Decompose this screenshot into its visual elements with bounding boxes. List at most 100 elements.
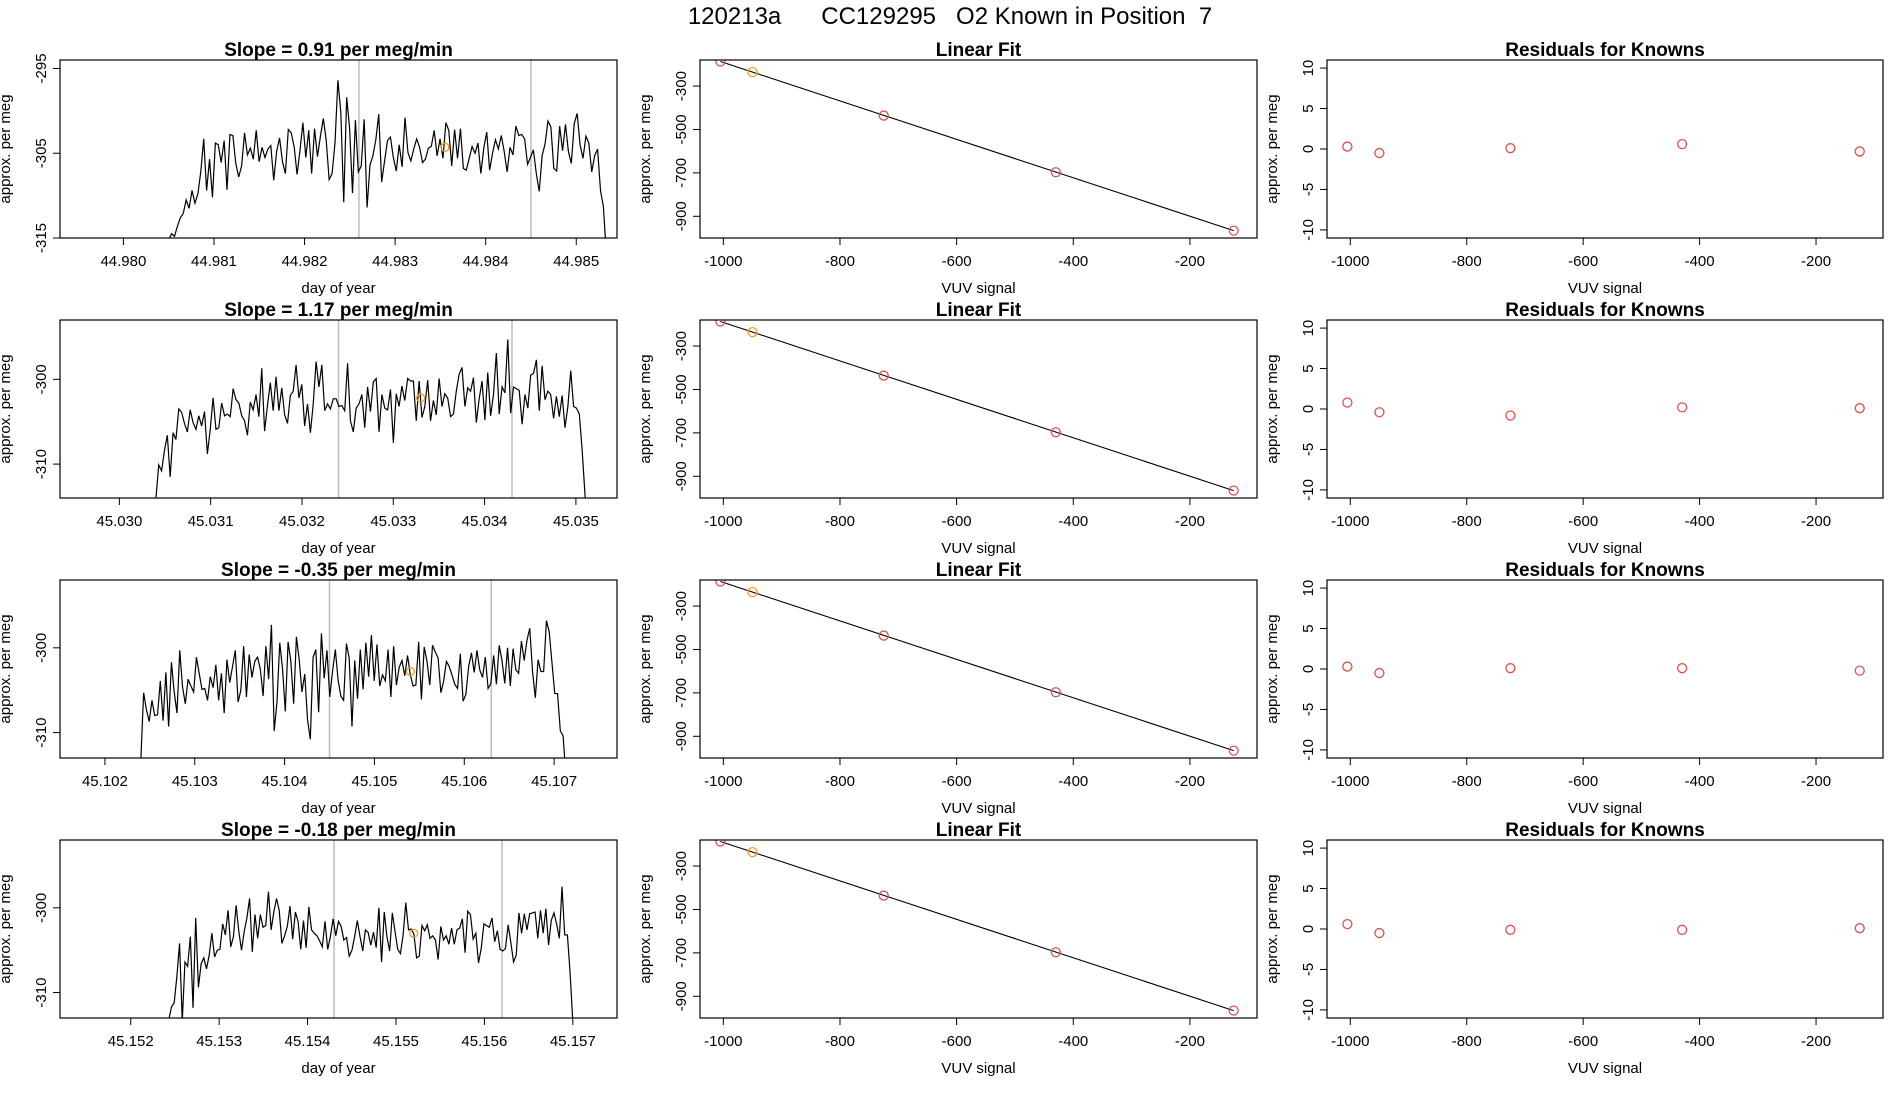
x-axis-label: day of year [301,540,375,557]
data-point [1228,745,1239,756]
x-tick-label: 45.105 [351,773,397,790]
chart-title: Linear Fit [936,560,1022,581]
y-tick-label: -10 [1300,479,1317,501]
y-tick-label: -10 [1300,219,1317,241]
plot-frame [1326,319,1884,499]
chart-panel: Slope = -0.18 per meg/min day of year appr… [0,820,618,1077]
y-axis-label: approx. per meg [637,354,654,463]
x-tick-label: -200 [1175,1033,1205,1050]
data-point [1342,141,1353,152]
x-tick-label: -800 [1452,1033,1482,1050]
x-tick-label: 45.030 [96,513,142,530]
y-tick-label: -900 [673,981,690,1011]
x-tick-label: -1000 [704,1033,742,1050]
chart-title: Residuals for Knowns [1505,40,1705,61]
data-trace [168,80,606,238]
chart-title: Slope = 1.17 per meg/min [224,300,453,321]
plot-area [715,580,1239,756]
y-tick-label: -305 [33,138,50,168]
x-axis-label: VUV signal [941,540,1015,557]
plot-area [715,840,1239,1016]
x-tick-label: -200 [1175,773,1205,790]
data-point [1050,687,1061,698]
data-point [1854,403,1865,414]
y-tick-label: -300 [673,71,690,101]
y-tick-label: -5 [1300,703,1317,716]
x-tick-label: -600 [1568,513,1598,530]
y-tick-label: -310 [33,718,50,748]
x-tick-label: -200 [1801,773,1831,790]
plot-frame [699,59,1258,239]
data-point [1228,485,1239,496]
x-tick-label: 45.033 [370,513,416,530]
x-tick-label: -800 [825,1033,855,1050]
plot-area [155,320,586,498]
x-axis-label: day of year [301,280,375,297]
y-axis-label: approx. per meg [637,94,654,203]
y-tick-label: 10 [1300,580,1317,597]
plot-frame [59,839,618,1019]
data-point [747,67,758,78]
y-tick-label: -300 [33,893,50,923]
y-tick-label: -5 [1300,183,1317,196]
y-tick-label: 5 [1300,364,1317,372]
data-point [878,370,889,381]
x-axis-label: VUV signal [941,1060,1015,1077]
x-tick-label: -200 [1175,253,1205,270]
data-point [1228,225,1239,236]
data-point [1374,147,1385,159]
plot-frame [699,839,1258,1019]
chart-title: Linear Fit [936,40,1022,61]
data-point [1505,924,1516,935]
x-tick-label: 45.035 [553,513,599,530]
chart-panel: Slope = 1.17 per meg/min day of year appro… [0,300,618,557]
x-tick-label: -200 [1801,513,1831,530]
y-tick-label: -10 [1300,739,1317,761]
plot-frame [1326,579,1884,759]
x-axis-label: VUV signal [1568,1060,1642,1077]
data-point [1676,663,1688,674]
y-tick-label: -900 [673,201,690,231]
x-tick-label: 45.031 [188,513,234,530]
x-tick-label: 45.157 [550,1033,596,1050]
x-tick-label: -400 [1685,1033,1715,1050]
y-tick-label: -700 [673,938,690,968]
x-tick-label: -1000 [704,253,742,270]
plot-frame [59,579,618,759]
x-tick-label: -1000 [1331,513,1369,530]
x-tick-label: -800 [825,253,855,270]
y-tick-label: 10 [1300,840,1317,857]
x-tick-label: 44.984 [463,253,509,270]
x-tick-label: -1000 [1331,773,1369,790]
data-trace [140,620,566,758]
plot-area [715,60,1239,236]
data-point [715,320,726,327]
data-point [1676,402,1688,413]
data-point [1374,927,1385,939]
plot-frame [699,579,1258,759]
data-point [1676,924,1688,935]
data-point [1228,1005,1239,1016]
x-tick-label: 45.152 [108,1033,154,1050]
data-point [878,890,889,901]
y-tick-label: -900 [673,461,690,491]
x-tick-label: 45.107 [531,773,577,790]
chart-panel: Linear Fit VUV signal approx. per meg -1000… [637,40,1258,297]
y-tick-label: -300 [33,633,50,663]
y-tick-label: -300 [673,331,690,361]
chart-title: Residuals for Knowns [1505,820,1705,841]
x-tick-label: -600 [942,1033,972,1050]
chart-panel: Slope = 0.91 per meg/min day of year appro… [0,40,618,297]
x-tick-label: 45.156 [461,1033,507,1050]
x-tick-label: 45.102 [82,773,128,790]
page-title: 120213a CC129295 O2 Known in Position 7 [687,3,1213,30]
chart-title: Residuals for Knowns [1505,560,1705,581]
plot-area [168,60,606,238]
x-tick-label: -1000 [704,773,742,790]
plot-area [1342,397,1865,421]
data-trace [155,339,586,498]
data-point [1374,407,1385,418]
fit-line [720,580,1234,752]
y-tick-label: 0 [1300,925,1317,933]
data-point [1050,427,1061,438]
